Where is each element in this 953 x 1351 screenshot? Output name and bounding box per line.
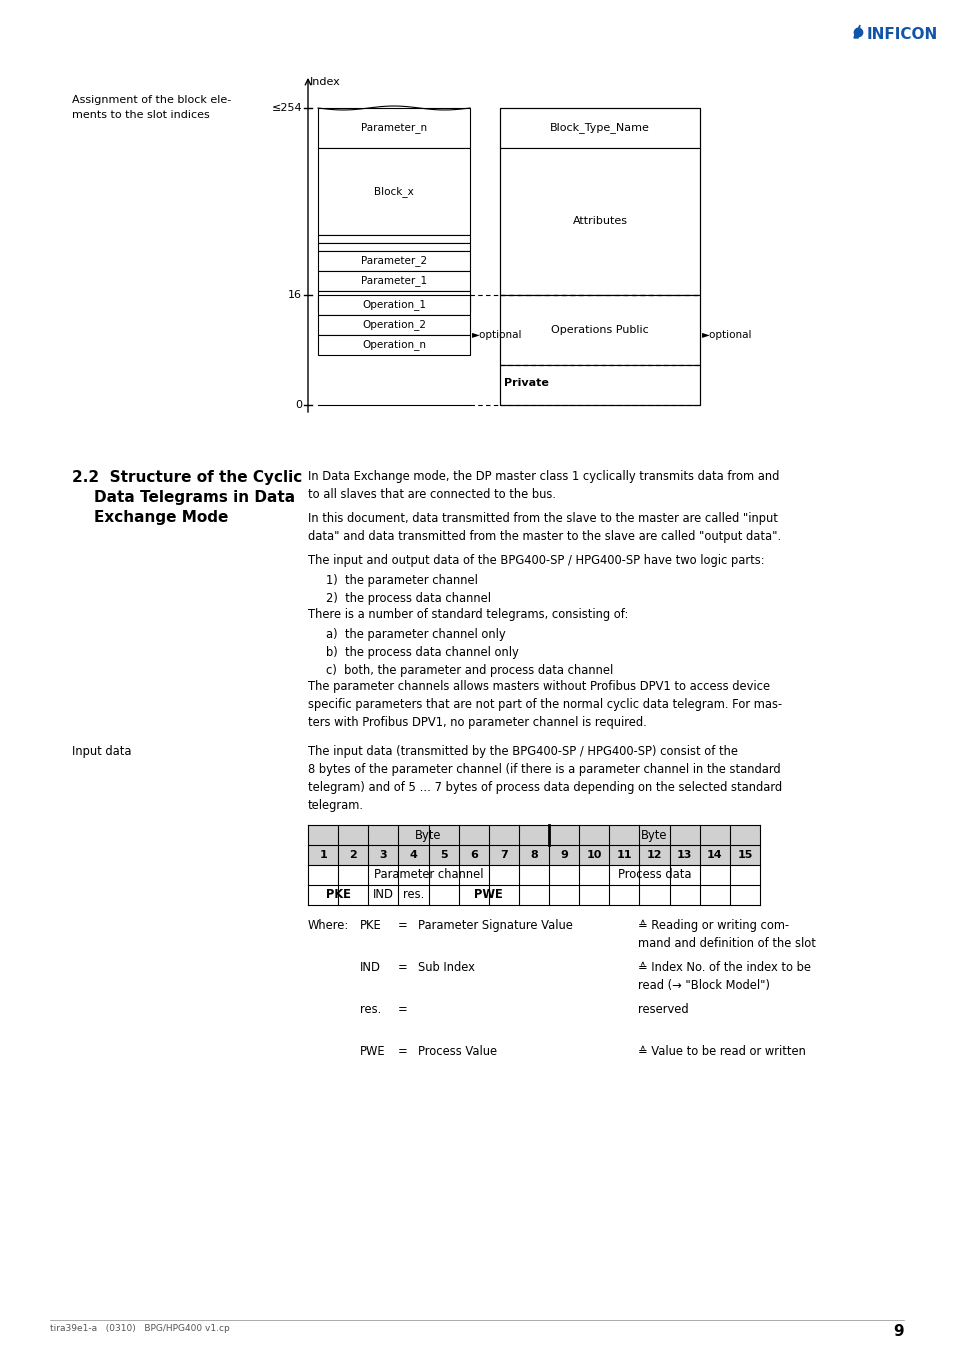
Text: =: =: [397, 919, 407, 932]
Text: =: =: [397, 1002, 407, 1016]
Text: a)  the parameter channel only
b)  the process data channel only
c)  both, the p: a) the parameter channel only b) the pro…: [326, 628, 613, 677]
Text: Byte: Byte: [640, 828, 667, 842]
Text: Operation_1: Operation_1: [361, 300, 426, 311]
Text: Operation_n: Operation_n: [361, 339, 426, 350]
Bar: [317, 108, 470, 149]
Text: ments to the slot indices: ments to the slot indices: [71, 109, 210, 120]
Text: PWE: PWE: [474, 889, 502, 901]
Bar: [317, 295, 470, 315]
Text: 1)  the parameter channel
2)  the process data channel: 1) the parameter channel 2) the process …: [326, 574, 491, 605]
Text: PKE: PKE: [359, 919, 381, 932]
Text: =: =: [397, 1046, 407, 1058]
Bar: [317, 290, 470, 311]
Text: 0: 0: [294, 400, 302, 409]
Bar: [317, 315, 470, 335]
Text: Assignment of the block ele-: Assignment of the block ele-: [71, 95, 231, 105]
Text: Byte: Byte: [415, 828, 441, 842]
Text: tira39e1-a   (0310)   BPG/HPG400 v1.cp: tira39e1-a (0310) BPG/HPG400 v1.cp: [50, 1324, 230, 1333]
Text: PWE: PWE: [359, 1046, 385, 1058]
Bar: [499, 295, 700, 365]
Text: PKE: PKE: [325, 889, 350, 901]
Text: INFICON: INFICON: [866, 27, 937, 42]
Text: 8: 8: [530, 850, 537, 861]
Text: res.: res.: [359, 1002, 381, 1016]
Text: Parameter Signature Value: Parameter Signature Value: [417, 919, 572, 932]
Text: ≙ Reading or writing com-
mand and definition of the slot: ≙ Reading or writing com- mand and defin…: [638, 919, 815, 950]
Text: 5: 5: [439, 850, 447, 861]
Text: Parameter_n: Parameter_n: [360, 123, 427, 134]
Bar: [308, 825, 760, 844]
Text: ≤254: ≤254: [271, 103, 302, 113]
Text: 6: 6: [469, 850, 477, 861]
Text: Parameter channel: Parameter channel: [374, 869, 483, 881]
Text: =: =: [397, 961, 407, 974]
Text: ≙ Index No. of the index to be
read (→ "Block Model"): ≙ Index No. of the index to be read (→ "…: [638, 961, 810, 992]
Text: In this document, data transmitted from the slave to the master are called "inpu: In this document, data transmitted from …: [308, 512, 781, 543]
Text: Private: Private: [503, 378, 548, 388]
Text: ≙ Value to be read or written: ≙ Value to be read or written: [638, 1046, 805, 1058]
Text: reserved: reserved: [638, 1002, 688, 1016]
Text: Input data: Input data: [71, 744, 132, 758]
Bar: [317, 272, 470, 290]
Bar: [308, 844, 760, 865]
Text: 9: 9: [559, 850, 567, 861]
Text: IND: IND: [359, 961, 380, 974]
Text: Data Telegrams in Data: Data Telegrams in Data: [94, 490, 294, 505]
Polygon shape: [853, 26, 859, 38]
Text: Sub Index: Sub Index: [417, 961, 475, 974]
Text: 9: 9: [892, 1324, 903, 1339]
Text: Block_Type_Name: Block_Type_Name: [550, 123, 649, 134]
Text: Block_x: Block_x: [374, 186, 414, 197]
Text: 1: 1: [319, 850, 327, 861]
Text: 12: 12: [646, 850, 661, 861]
Text: 14: 14: [706, 850, 721, 861]
Text: res.: res.: [402, 889, 424, 901]
Bar: [499, 108, 700, 149]
Text: Operation_2: Operation_2: [361, 320, 426, 331]
Text: ►optional: ►optional: [701, 330, 752, 340]
Bar: [317, 251, 470, 272]
Text: Where:: Where:: [308, 919, 349, 932]
Text: Parameter_1: Parameter_1: [360, 276, 427, 286]
Text: The input data (transmitted by the BPG400-SP / HPG400-SP) consist of the
8 bytes: The input data (transmitted by the BPG40…: [308, 744, 781, 812]
Text: Attributes: Attributes: [572, 216, 627, 226]
Text: Process data: Process data: [618, 869, 691, 881]
Bar: [317, 243, 470, 251]
Text: Process Value: Process Value: [417, 1046, 497, 1058]
Text: 13: 13: [677, 850, 692, 861]
Text: Public: Public: [503, 299, 541, 308]
Text: 2: 2: [349, 850, 356, 861]
Text: 16: 16: [288, 290, 302, 300]
Text: Exchange Mode: Exchange Mode: [94, 509, 228, 526]
Text: 10: 10: [586, 850, 601, 861]
Text: 15: 15: [737, 850, 752, 861]
Text: 4: 4: [409, 850, 417, 861]
Bar: [499, 365, 700, 405]
Text: ►optional: ►optional: [472, 330, 522, 340]
Text: The parameter channels allows masters without Profibus DPV1 to access device
spe: The parameter channels allows masters wi…: [308, 680, 781, 730]
Bar: [317, 149, 470, 235]
Text: 7: 7: [499, 850, 507, 861]
Text: Parameter_0: Parameter_0: [360, 296, 427, 307]
Text: Operations Public: Operations Public: [551, 326, 648, 335]
Text: 11: 11: [616, 850, 632, 861]
Bar: [317, 235, 470, 243]
Bar: [499, 108, 700, 405]
Text: In Data Exchange mode, the DP master class 1 cyclically transmits data from and
: In Data Exchange mode, the DP master cla…: [308, 470, 779, 501]
Text: The input and output data of the BPG400-SP / HPG400-SP have two logic parts:: The input and output data of the BPG400-…: [308, 554, 763, 567]
Text: Parameter_2: Parameter_2: [360, 255, 427, 266]
Text: Index: Index: [310, 77, 340, 86]
Text: IND: IND: [373, 889, 394, 901]
Text: 2.2  Structure of the Cyclic: 2.2 Structure of the Cyclic: [71, 470, 302, 485]
Bar: [317, 335, 470, 355]
Text: There is a number of standard telegrams, consisting of:: There is a number of standard telegrams,…: [308, 608, 628, 621]
Bar: [499, 149, 700, 295]
Text: 3: 3: [379, 850, 387, 861]
